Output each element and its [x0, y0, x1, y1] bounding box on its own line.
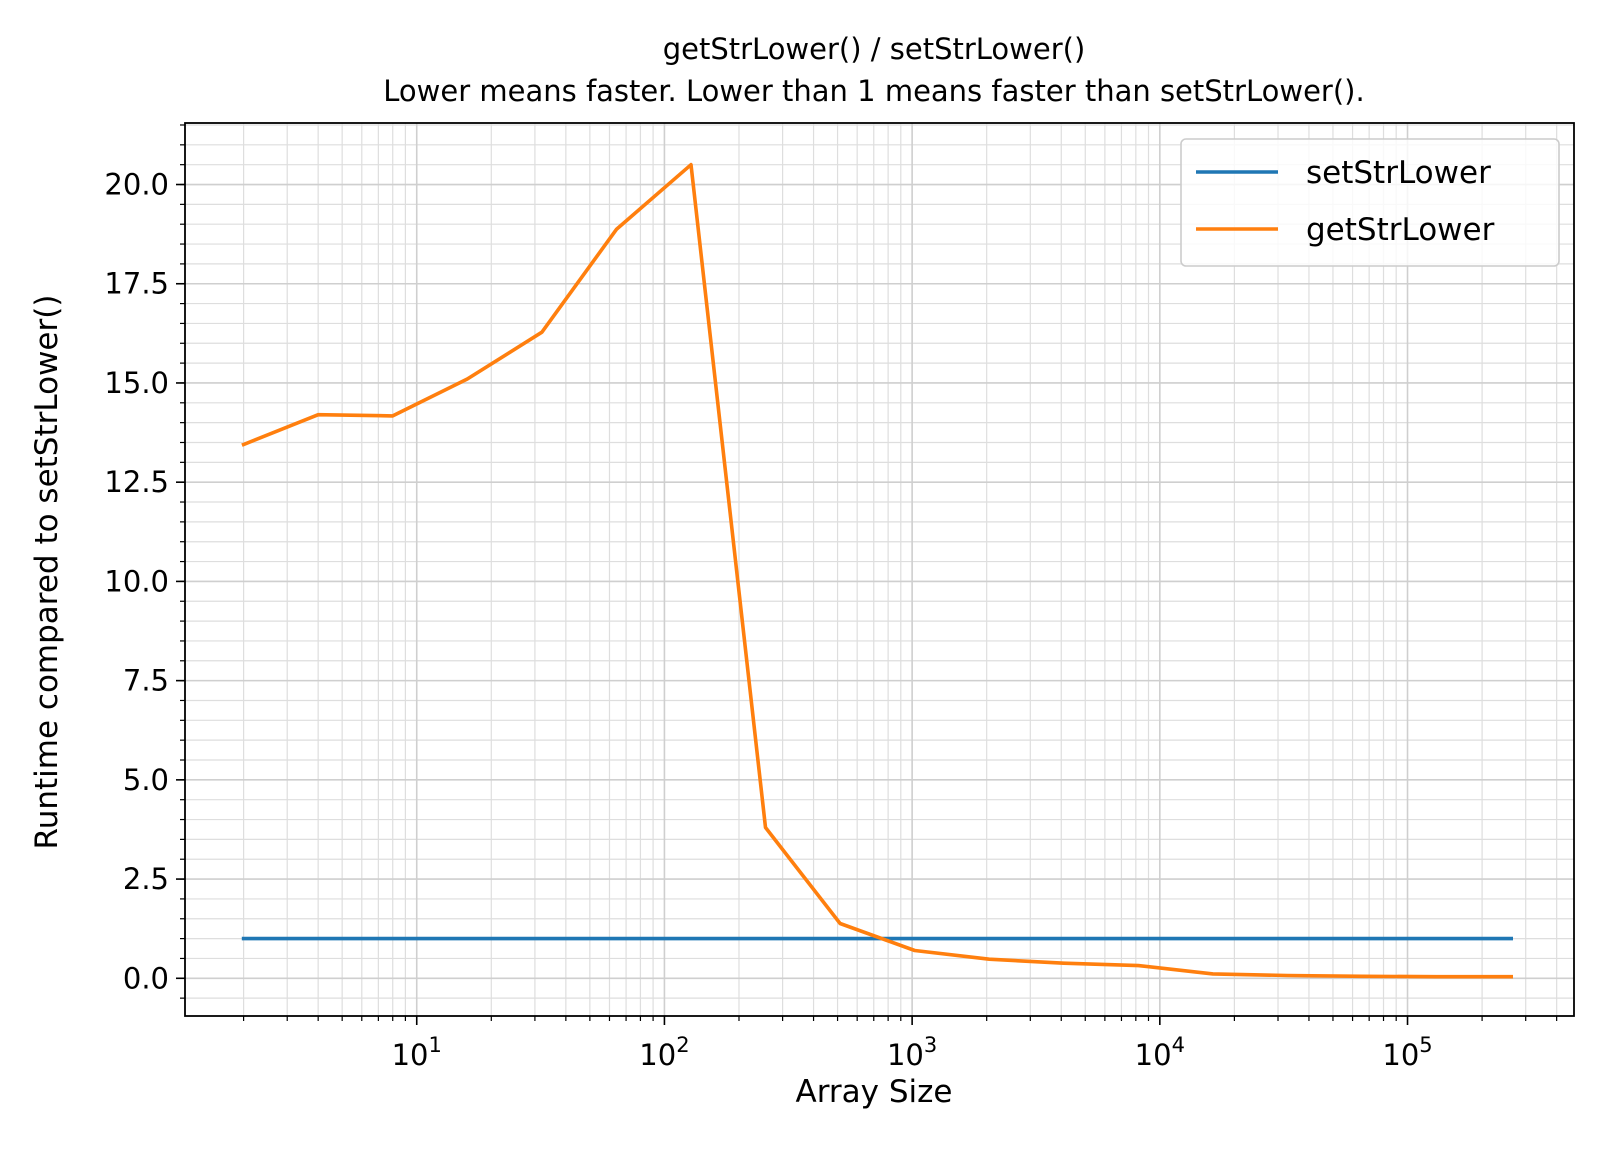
axes — [184, 122, 1575, 1017]
x-tick-label: 103 — [887, 1033, 937, 1072]
y-tick-label: 5.0 — [123, 763, 169, 797]
chart-title-group: getStrLower() / setStrLower() Lower mean… — [383, 32, 1364, 108]
y-tick-label: 15.0 — [104, 366, 169, 400]
y-tick-label: 17.5 — [104, 267, 169, 301]
legend-label: getStrLower — [1306, 212, 1495, 248]
plot-frame — [184, 122, 1575, 1017]
y-tick-label: 20.0 — [104, 168, 169, 202]
y-tick-label: 10.0 — [104, 564, 169, 598]
legend-label: setStrLower — [1306, 155, 1491, 191]
legend: setStrLower getStrLower — [1180, 138, 1560, 267]
x-tick-label: 102 — [639, 1033, 689, 1072]
y-tick-label: 0.0 — [123, 961, 169, 995]
x-axis-label: Array Size — [796, 1074, 953, 1110]
x-tick-label: 105 — [1382, 1033, 1432, 1072]
y-tick-label: 2.5 — [123, 862, 169, 896]
y-axis-label: Runtime compared to setStrLower() — [29, 295, 65, 850]
y-tick-label: 7.5 — [123, 664, 169, 698]
ticks: 0.0 2.5 5.0 7.5 10.0 12.5 15.0 17.5 20.0 101 102 10… — [104, 124, 1558, 1072]
x-tick-label: 104 — [1135, 1033, 1185, 1072]
chart-subtitle: Lower means faster. Lower than 1 means f… — [383, 74, 1364, 108]
chart-title: getStrLower() / setStrLower() — [663, 32, 1086, 66]
series-line-getStrLower — [241, 162, 1513, 979]
series-layer — [241, 162, 1513, 979]
x-tick-label: 101 — [392, 1033, 442, 1072]
y-tick-label: 12.5 — [104, 465, 169, 499]
